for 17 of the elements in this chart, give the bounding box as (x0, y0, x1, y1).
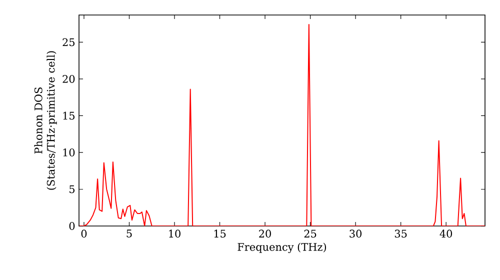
y-axis-title: Phonon DOS (States/THz·primitive cell) (34, 51, 57, 190)
y-tick-label: 20 (62, 75, 75, 83)
y-tick-label: 25 (62, 38, 74, 46)
x-tick-label: 40 (440, 230, 452, 238)
x-axis-title: Frequency (THz) (238, 242, 326, 254)
x-tick-label: 5 (126, 230, 132, 238)
x-tick-label: 35 (394, 230, 407, 238)
y-tick-label: 10 (63, 148, 75, 156)
x-tick-label: 10 (169, 230, 180, 238)
y-tick-label: 0 (69, 222, 75, 230)
y-tick-label: 15 (63, 112, 74, 120)
x-tick-label: 30 (350, 230, 362, 238)
x-tick-label: 0 (81, 230, 87, 238)
y-tick-label: 5 (70, 185, 75, 194)
x-tick-label: 15 (214, 230, 226, 238)
x-tick-label: 20 (259, 230, 271, 238)
x-tick-label: 25 (304, 230, 316, 238)
